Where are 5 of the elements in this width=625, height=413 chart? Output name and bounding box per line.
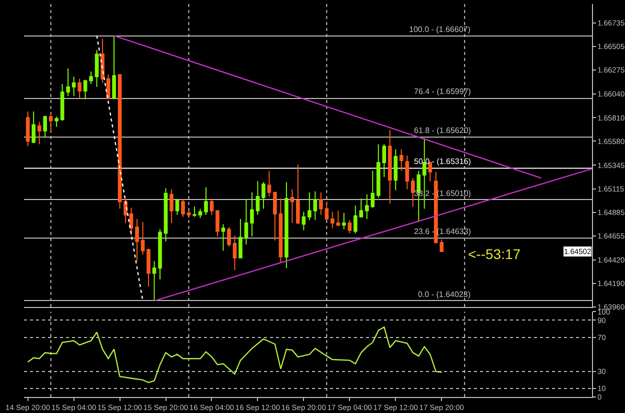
ref-line-label: 0.0 - (1.64023) (418, 290, 471, 299)
ref-line-label: 100.0 - (1.66607) (409, 25, 471, 34)
ref-line-label: 61.8 - (1.65620) (414, 126, 472, 135)
annotation: <--53:17 (468, 246, 521, 262)
ref-line-label: 76.4 - (1.65997) (414, 87, 472, 96)
